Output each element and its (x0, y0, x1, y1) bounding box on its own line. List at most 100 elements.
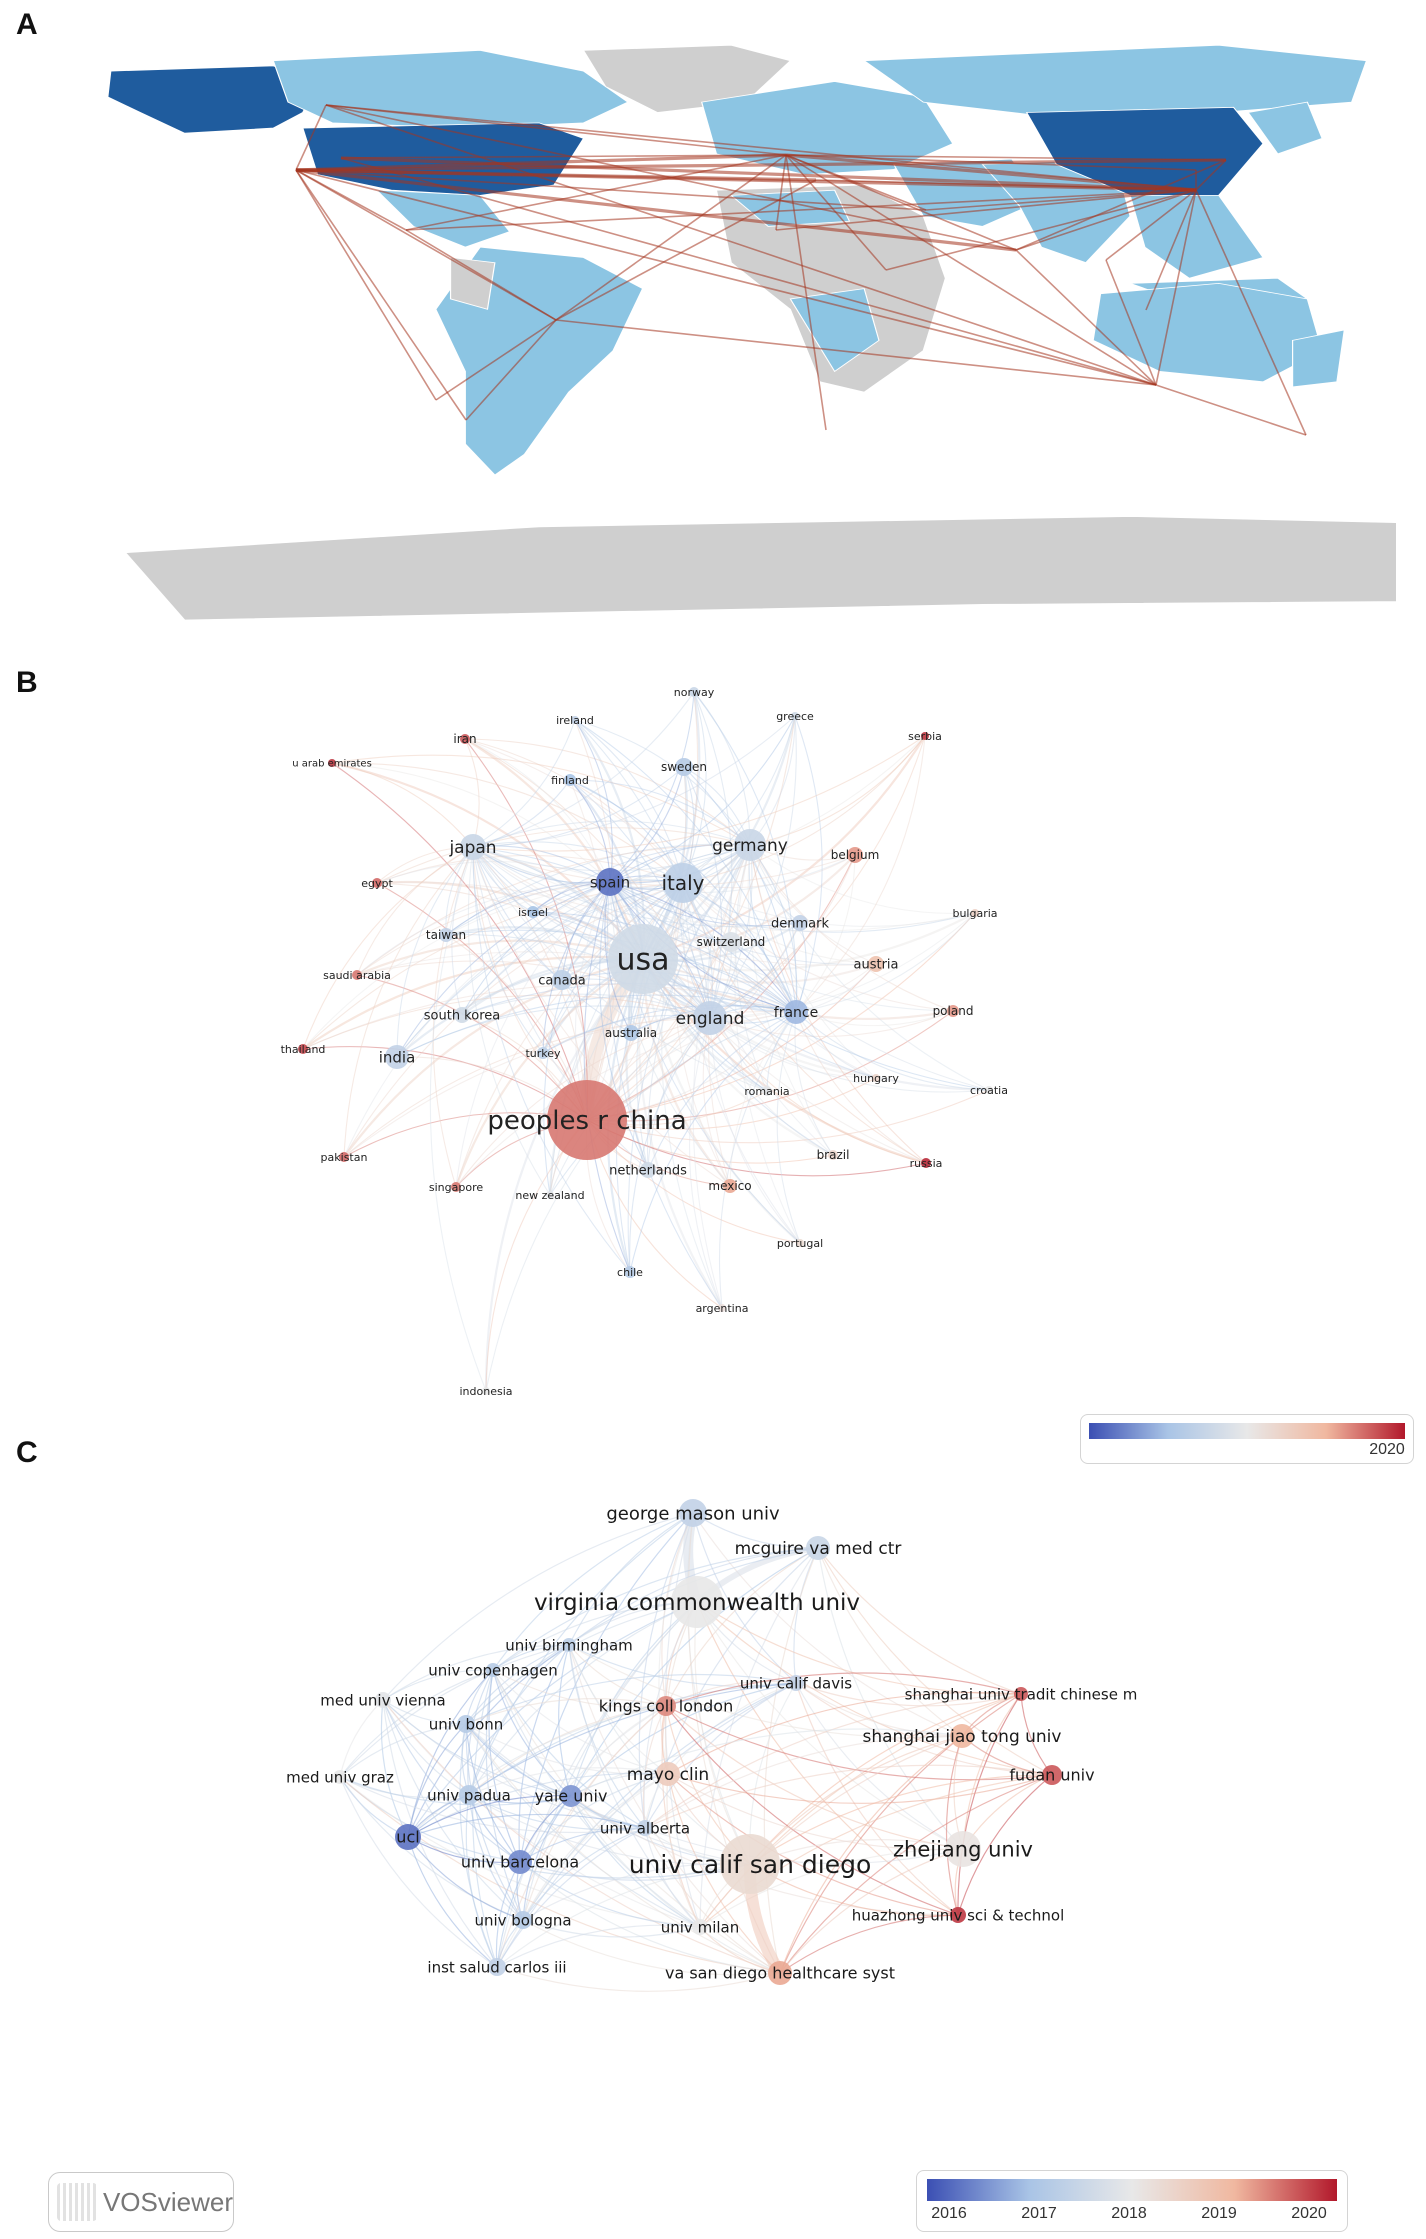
country-node-netherlands[interactable] (640, 1162, 656, 1178)
institution-node-univ-bologna[interactable] (514, 1911, 532, 1929)
institution-label: fudan univ (1009, 1766, 1094, 1785)
country-node-iran[interactable] (460, 734, 470, 744)
institution-link (817, 1547, 1022, 1695)
institution-node-shanghai-univ-tradit-chinese-m[interactable] (1014, 1687, 1028, 1701)
institution-node-virginia-commonwealth-univ[interactable] (671, 1576, 723, 1628)
country-label: poland (933, 1004, 974, 1018)
institution-node-ucl[interactable] (395, 1824, 421, 1850)
country-link (343, 846, 474, 1158)
institution-link (692, 1512, 963, 1737)
institution-node-fudan-univ[interactable] (1042, 1765, 1062, 1785)
country-node-norway[interactable] (689, 687, 699, 697)
country-node-argentina[interactable] (718, 1304, 726, 1312)
country-node-croatia[interactable] (985, 1086, 993, 1094)
institution-node-kings-coll-london[interactable] (656, 1696, 676, 1716)
country-node-austria[interactable] (868, 956, 884, 972)
institution-node-med-univ-vienna[interactable] (375, 1692, 391, 1708)
japan-shape (1247, 101, 1323, 155)
country-link (609, 843, 751, 883)
institution-link (795, 1682, 964, 1850)
country-link (642, 691, 701, 960)
country-node-india[interactable] (385, 1045, 409, 1069)
institution-node-zhejiang-univ[interactable] (945, 1831, 981, 1867)
institution-node-univ-birmingham[interactable] (562, 1638, 576, 1652)
institution-node-univ-calif-san-diego[interactable] (720, 1834, 780, 1894)
country-link (464, 738, 645, 960)
institution-node-med-univ-graz[interactable] (333, 1770, 347, 1784)
country-node-pakistan[interactable] (339, 1152, 349, 1162)
country-node-hungary[interactable] (872, 1074, 880, 1082)
country-link (376, 827, 751, 884)
country-node-israel[interactable] (527, 906, 539, 918)
country-link (749, 844, 976, 915)
institution-node-shanghai-jiao-tong-univ[interactable] (950, 1724, 974, 1748)
country-node-russia[interactable] (921, 1158, 931, 1168)
country-node-bulgaria[interactable] (971, 909, 979, 917)
country-node-switzerland[interactable] (721, 932, 741, 952)
country-node-england[interactable] (693, 1001, 727, 1035)
country-node-peoples-r-china[interactable] (547, 1080, 627, 1160)
country-node-germany[interactable] (734, 829, 766, 861)
institution-node-univ-barcelona[interactable] (508, 1850, 532, 1874)
country-node-portugal[interactable] (796, 1239, 804, 1247)
country-node-usa[interactable] (608, 924, 678, 994)
institution-node-univ-copenhagen[interactable] (486, 1663, 500, 1677)
institution-node-univ-bonn[interactable] (457, 1715, 475, 1733)
country-node-france[interactable] (784, 1000, 808, 1024)
institution-node-mcguire-va-med-ctr[interactable] (806, 1536, 830, 1560)
country-node-poland[interactable] (947, 1005, 959, 1017)
country-node-turkey[interactable] (537, 1047, 549, 1059)
institution-link (496, 1966, 781, 1992)
country-node-finland[interactable] (564, 774, 576, 786)
country-node-mexico[interactable] (723, 1179, 737, 1193)
institution-node-univ-calif-davis[interactable] (788, 1675, 804, 1691)
institution-node-univ-milan[interactable] (692, 1919, 708, 1935)
country-node-japan[interactable] (460, 834, 486, 860)
institution-node-inst-salud-carlos-iii[interactable] (488, 1958, 506, 1976)
country-node-serbia[interactable] (921, 732, 929, 740)
country-node-new-zealand[interactable] (546, 1191, 554, 1199)
country-node-sweden[interactable] (675, 758, 693, 776)
institution-node-yale-univ[interactable] (560, 1785, 582, 1807)
country-node-spain[interactable] (596, 868, 624, 896)
country-node-singapore[interactable] (451, 1182, 461, 1192)
collab-link-europe2-china (815, 179, 1197, 191)
country-node-u-arab-emirates[interactable] (328, 759, 336, 767)
country-link (709, 715, 797, 1019)
institution-node-george-mason-univ[interactable] (679, 1499, 707, 1527)
country-node-indonesia[interactable] (482, 1387, 490, 1395)
institution-link (692, 1512, 797, 1684)
institution-link (795, 1682, 1053, 1776)
panel-a-label: A (16, 8, 38, 41)
institution-link (570, 1547, 819, 1797)
country-node-thailand[interactable] (298, 1044, 308, 1054)
country-node-belgium[interactable] (847, 847, 863, 863)
country-node-brazil[interactable] (828, 1150, 838, 1160)
collab-link-china-thailand (1105, 189, 1197, 261)
country-node-saudi-arabia[interactable] (352, 970, 362, 980)
country-node-denmark[interactable] (792, 915, 808, 931)
country-link (331, 762, 588, 1121)
institution-link (568, 1512, 694, 1646)
institution-node-huazhong-univ-sci-technol[interactable] (950, 1907, 966, 1923)
country-link (646, 844, 751, 1171)
country-node-ireland[interactable] (571, 716, 579, 724)
institution-node-va-san-diego-healthcare-syst[interactable] (768, 1961, 792, 1985)
institution-node-univ-alberta[interactable] (637, 1820, 653, 1836)
institution-link (407, 1813, 646, 1838)
country-node-australia[interactable] (623, 1025, 639, 1041)
country-node-chile[interactable] (624, 1266, 636, 1278)
country-node-south-korea[interactable] (454, 1007, 470, 1023)
country-node-taiwan[interactable] (439, 928, 453, 942)
institution-node-univ-padua[interactable] (459, 1785, 479, 1805)
country-node-egypt[interactable] (372, 878, 382, 888)
institution-node-mayo-clin[interactable] (656, 1762, 680, 1786)
country-label: germany (712, 836, 788, 856)
country-node-greece[interactable] (791, 712, 799, 720)
institution-label: univ barcelona (461, 1853, 579, 1872)
country-node-italy[interactable] (663, 863, 703, 903)
country-link (609, 881, 731, 1187)
antarctica-shape (124, 516, 1396, 620)
country-node-romania[interactable] (762, 1086, 772, 1096)
country-node-canada[interactable] (552, 970, 572, 990)
